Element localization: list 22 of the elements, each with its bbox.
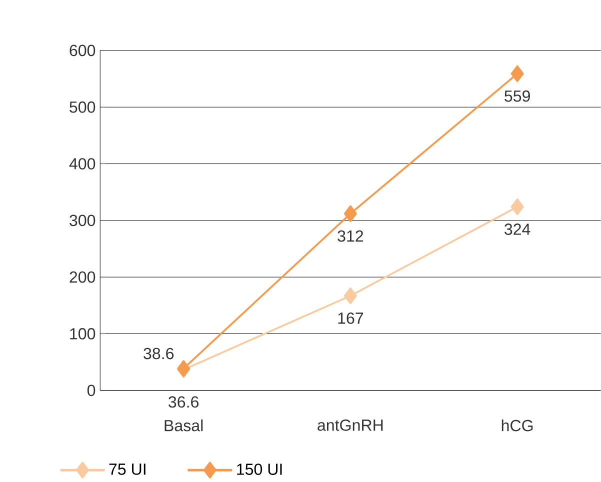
y-tick-label: 0 [87, 384, 96, 396]
y-tick-label: 100 [70, 328, 96, 340]
data-label: 38.6 [144, 348, 174, 360]
y-tick-label: 200 [70, 272, 96, 283]
x-tick-label: antGnRH [318, 420, 383, 432]
y-tick-label: 400 [69, 158, 96, 170]
data-label: 559 [504, 90, 530, 102]
data-label: 167 [338, 312, 364, 324]
y-tick-label: 600 [70, 44, 96, 56]
data-label: 312 [338, 230, 364, 242]
point [344, 205, 357, 222]
point [344, 288, 357, 304]
point [510, 198, 524, 216]
y-tick-label: 300 [70, 214, 96, 226]
data-label: 36.6 [168, 396, 199, 408]
data-label: 324 [504, 224, 530, 236]
y-tick-label: 500 [70, 102, 96, 114]
legend-label: 150 UI [237, 464, 282, 476]
x-tick-label: hCG [502, 420, 533, 432]
x-tick-label: Basal [164, 420, 203, 432]
point [510, 66, 524, 82]
legend-label: 75 UI [109, 464, 146, 476]
